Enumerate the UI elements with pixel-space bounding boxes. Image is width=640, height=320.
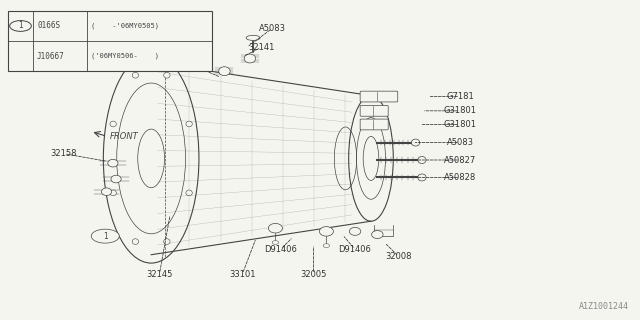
- Text: 0166S: 0166S: [37, 21, 60, 30]
- Ellipse shape: [110, 121, 116, 127]
- Ellipse shape: [108, 159, 118, 167]
- Text: ('06MY0506-    ): ('06MY0506- ): [91, 53, 159, 59]
- Text: D91406: D91406: [339, 245, 371, 254]
- Ellipse shape: [186, 190, 192, 196]
- Text: G31801: G31801: [444, 106, 477, 115]
- Text: G7181: G7181: [446, 92, 474, 101]
- Text: G31801: G31801: [444, 120, 477, 129]
- Ellipse shape: [412, 139, 420, 146]
- Ellipse shape: [349, 228, 361, 235]
- Ellipse shape: [268, 223, 282, 233]
- Ellipse shape: [244, 54, 255, 63]
- Text: 32141: 32141: [248, 43, 275, 52]
- Text: 33101: 33101: [229, 270, 255, 279]
- FancyBboxPatch shape: [360, 105, 388, 116]
- Ellipse shape: [246, 35, 260, 40]
- Text: J10667: J10667: [37, 52, 65, 60]
- Text: 32158: 32158: [51, 149, 77, 158]
- Ellipse shape: [164, 72, 170, 78]
- Text: A5083: A5083: [447, 138, 474, 147]
- Ellipse shape: [219, 67, 230, 76]
- Ellipse shape: [323, 244, 330, 248]
- Text: D91406: D91406: [264, 245, 297, 254]
- Ellipse shape: [110, 190, 116, 196]
- Ellipse shape: [186, 121, 192, 127]
- Text: (    -'06MY0505): ( -'06MY0505): [91, 23, 159, 29]
- Text: A50828: A50828: [444, 173, 476, 182]
- Ellipse shape: [164, 239, 170, 244]
- Text: A1Z1001244: A1Z1001244: [579, 302, 629, 311]
- Circle shape: [92, 229, 119, 243]
- Ellipse shape: [111, 175, 121, 183]
- Text: 1: 1: [18, 21, 23, 30]
- Text: 32145: 32145: [146, 270, 173, 279]
- Ellipse shape: [272, 241, 278, 244]
- Text: 32008: 32008: [386, 252, 412, 261]
- Ellipse shape: [319, 227, 333, 236]
- Bar: [8, 11, 212, 71]
- Ellipse shape: [101, 188, 111, 196]
- Text: A5083: A5083: [259, 24, 285, 33]
- FancyBboxPatch shape: [360, 119, 388, 130]
- Text: A5083: A5083: [186, 63, 212, 73]
- Ellipse shape: [372, 231, 383, 238]
- Text: A50827: A50827: [444, 156, 476, 164]
- FancyBboxPatch shape: [360, 91, 397, 102]
- Ellipse shape: [132, 72, 139, 78]
- Ellipse shape: [132, 239, 139, 244]
- Ellipse shape: [418, 156, 426, 164]
- Circle shape: [10, 20, 31, 31]
- Text: 32005: 32005: [300, 270, 327, 279]
- Text: FRONT: FRONT: [109, 132, 138, 141]
- Text: 1: 1: [103, 232, 108, 241]
- Ellipse shape: [418, 174, 426, 181]
